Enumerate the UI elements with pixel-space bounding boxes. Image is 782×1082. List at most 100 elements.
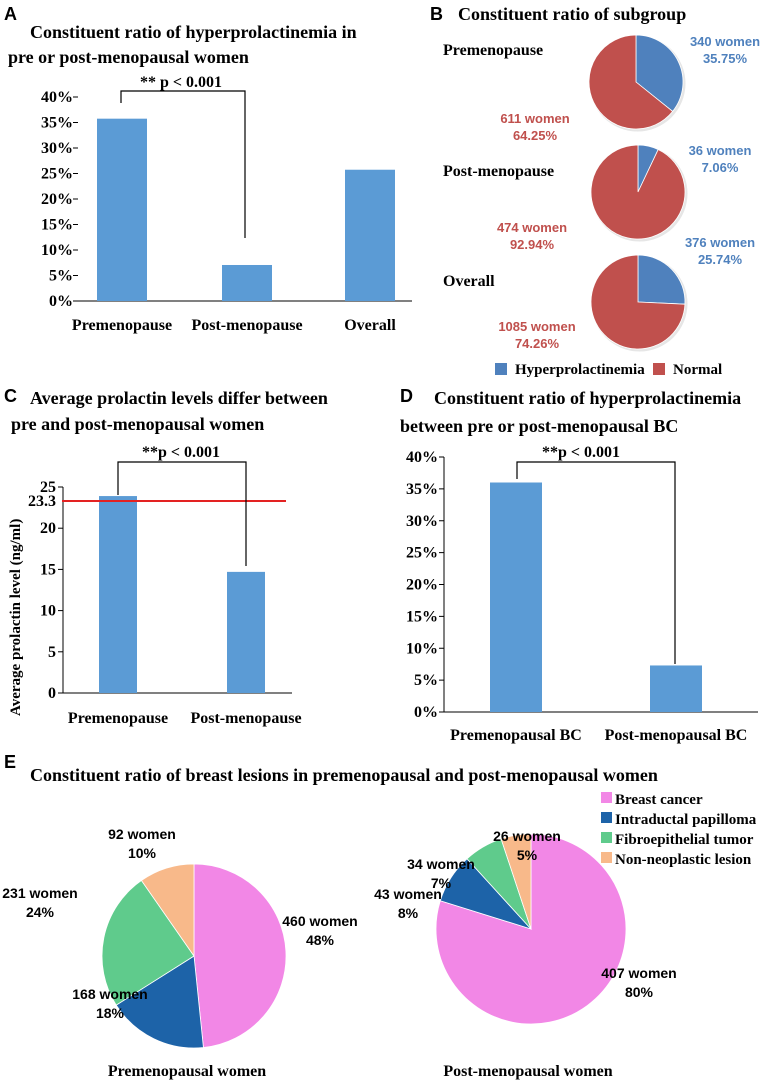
panel-letter-a: A [4,4,17,24]
panel-d-significance-bracket [516,461,676,664]
legend-swatch [601,852,612,863]
hyper-pct-label: 7.06% [702,160,739,175]
legend-swatch [601,792,612,803]
panel-d-title-line2: between pre or post-menopausal BC [400,416,678,436]
panel-b-title: Constituent ratio of subgroup [458,4,686,24]
normal-pct-label: 92.94% [510,237,555,252]
panel-c-title-line1: Average prolactin levels differ between [30,388,328,408]
x-tick-label: Premenopause [72,317,172,334]
panel-a-bars [97,118,395,301]
x-tick-label: Post-menopausal BC [605,727,748,744]
panel-e-pies: 460 women 48% 168 women 18% 231 women 24% 92 w… [2,826,676,1080]
panel-a-axis: 0% 5% 10% 15% 20% 25% 30% 35% 40% Premenopause Pos… [41,89,412,334]
slice-pct-label: 10% [128,845,157,861]
panel-c-ylabel: Average prolactin level (ng/ml) [8,519,24,716]
bar-post-menopause [227,571,265,693]
y-tick-label: 35% [406,481,438,498]
slice-pct-label: 24% [26,904,55,920]
panel-b-pies: Premenopause 340 women 35.75% 611 women 64.2… [443,34,760,352]
y-tick-label: 30% [41,140,73,157]
slice-count-label: 43 women [374,886,442,902]
legend-label: Non-neoplastic lesion [615,852,752,868]
y-tick-label: 0% [49,293,73,310]
panel-d-axis: 0% 5% 10% 15% 20% 25% 30% 35% 40% Premenopausal B… [406,449,758,744]
hyper-count-label: 376 women [685,235,755,250]
x-tick-label: Post-menopause [190,710,301,727]
legend-label: Intraductal papilloma [615,812,757,828]
legend-label: Breast cancer [615,792,703,808]
normal-count-label: 474 women [497,220,567,235]
slice-count-label: 168 women [72,986,147,1002]
panel-e: E Constituent ratio of breast lesions in… [2,752,757,1080]
panel-c: C Average prolactin levels differ betwee… [4,386,328,727]
slice-pct-label: 7% [431,875,452,891]
panel-e-legend: Breast cancer Intraductal papilloma Fibroe… [601,792,757,868]
slice-hyperprolactinemia [635,34,684,112]
slice-fibroepithelial-tumor [101,879,195,1006]
y-tick-label: 40% [41,89,73,106]
slice-hyperprolactinemia [637,254,686,305]
legend-swatch-hyper [495,363,507,375]
bar-premenopausal-bc [490,482,542,712]
panel-a-significance-bracket [120,90,246,238]
bar-premenopause [99,496,137,693]
panel-a: A Constituent ratio of hyperprolactinemi… [4,4,412,334]
legend-swatch [601,812,612,823]
slice-pct-label: 5% [517,847,538,863]
panel-a-significance-label: ** p < 0.001 [140,74,222,91]
y-tick-label: 0% [414,704,438,721]
slice-count-label: 34 women [407,856,475,872]
y-tick-label: 25 [40,479,56,496]
pie-caption: Premenopausal women [108,1063,266,1080]
panel-letter-c: C [4,386,17,406]
y-tick-label: 40% [406,449,438,466]
y-tick-label: 5 [48,644,56,661]
panel-b: B Constituent ratio of subgroup Premenop… [430,4,760,378]
hyper-count-label: 340 women [690,34,760,49]
panel-d-significance-label: **p < 0.001 [542,444,620,461]
pie-group-label: Post-menopause [443,163,554,180]
panel-e-title: Constituent ratio of breast lesions in p… [30,765,658,785]
slice-pct-label: 48% [306,932,335,948]
slice-normal [590,144,686,240]
hyper-count-label: 36 women [689,143,752,158]
panel-a-title-line2: pre or post-menopausal women [8,47,249,67]
normal-pct-label: 74.26% [515,336,560,351]
slice-normal [590,254,686,350]
slice-intraductal-papilloma [115,955,204,1049]
x-tick-label: Premenopausal BC [450,727,582,744]
panel-c-significance-label: **p < 0.001 [142,444,220,461]
y-tick-label: 10% [41,242,73,259]
slice-pct-label: 80% [625,984,654,1000]
slice-normal [588,34,674,130]
legend-label: Fibroepithelial tumor [615,832,754,848]
slice-count-label: 407 women [601,965,676,981]
threshold-label: 23.3 [28,493,56,510]
panel-c-significance-bracket [117,461,247,566]
slice-count-label: 231 women [2,885,77,901]
panel-c-bars [62,496,286,693]
y-tick-label: 10% [406,640,438,657]
legend-hyperprolactinemia: Hyperprolactinemia [515,362,645,378]
y-tick-label: 35% [41,115,73,132]
y-tick-label: 25% [41,166,73,183]
y-tick-label: 5% [49,268,73,285]
y-tick-label: 15% [41,217,73,234]
normal-count-label: 611 women [500,111,569,126]
slice-non-neoplastic-lesion [140,863,195,958]
bar-overall [345,169,395,301]
y-tick-label: 5% [414,672,438,689]
normal-pct-label: 64.25% [513,128,558,143]
panel-letter-e: E [4,752,16,772]
y-tick-label: 15% [406,608,438,625]
y-tick-label: 20% [41,191,73,208]
x-tick-label: Premenopause [68,710,168,727]
legend-swatch [601,832,612,843]
normal-count-label: 1085 women [498,319,575,334]
slice-pct-label: 18% [96,1005,125,1021]
slice-pct-label: 8% [398,905,419,921]
x-tick-label: Post-menopause [191,317,302,334]
y-tick-label: 25% [406,545,438,562]
pie-caption: Post-menopausal women [443,1063,612,1080]
